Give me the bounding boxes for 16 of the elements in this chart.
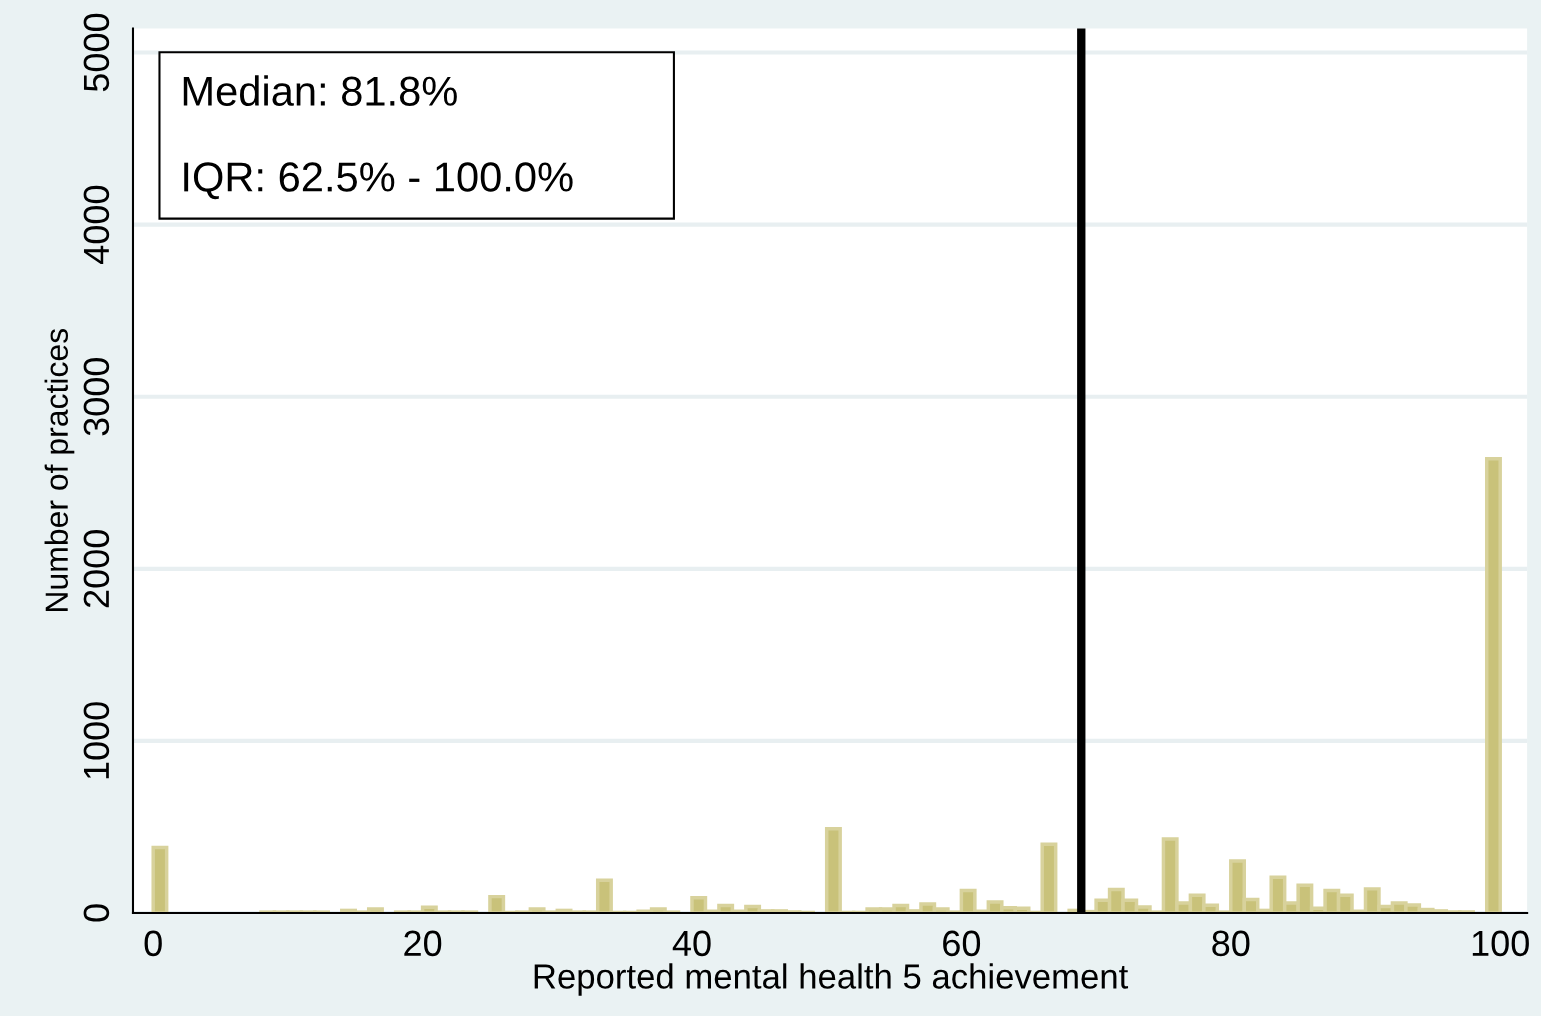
y-tick-label: 5000	[83, 13, 110, 92]
x-tick-label: 0	[144, 930, 162, 957]
x-tick-label: 20	[404, 930, 442, 957]
y-tick-label: 0	[83, 904, 110, 922]
x-tick-label: 60	[943, 930, 981, 957]
y-tick-label: 4000	[83, 185, 110, 264]
annotation: Median: 81.8%	[183, 75, 457, 106]
y-tick-label: 3000	[83, 357, 110, 436]
x-axis-title: Reported mental health 5 achievement	[534, 963, 1129, 996]
x-tick-label: 40	[672, 930, 711, 957]
annotation: IQR: 62.5% - 100.0%	[184, 162, 573, 200]
y-axis-title: Number of practices	[44, 328, 75, 611]
x-tick-label: 80	[1212, 930, 1250, 957]
y-tick-label: 1000	[83, 702, 110, 779]
x-tick-label: 100	[1472, 930, 1529, 957]
y-tick-label: 2000	[83, 530, 110, 608]
